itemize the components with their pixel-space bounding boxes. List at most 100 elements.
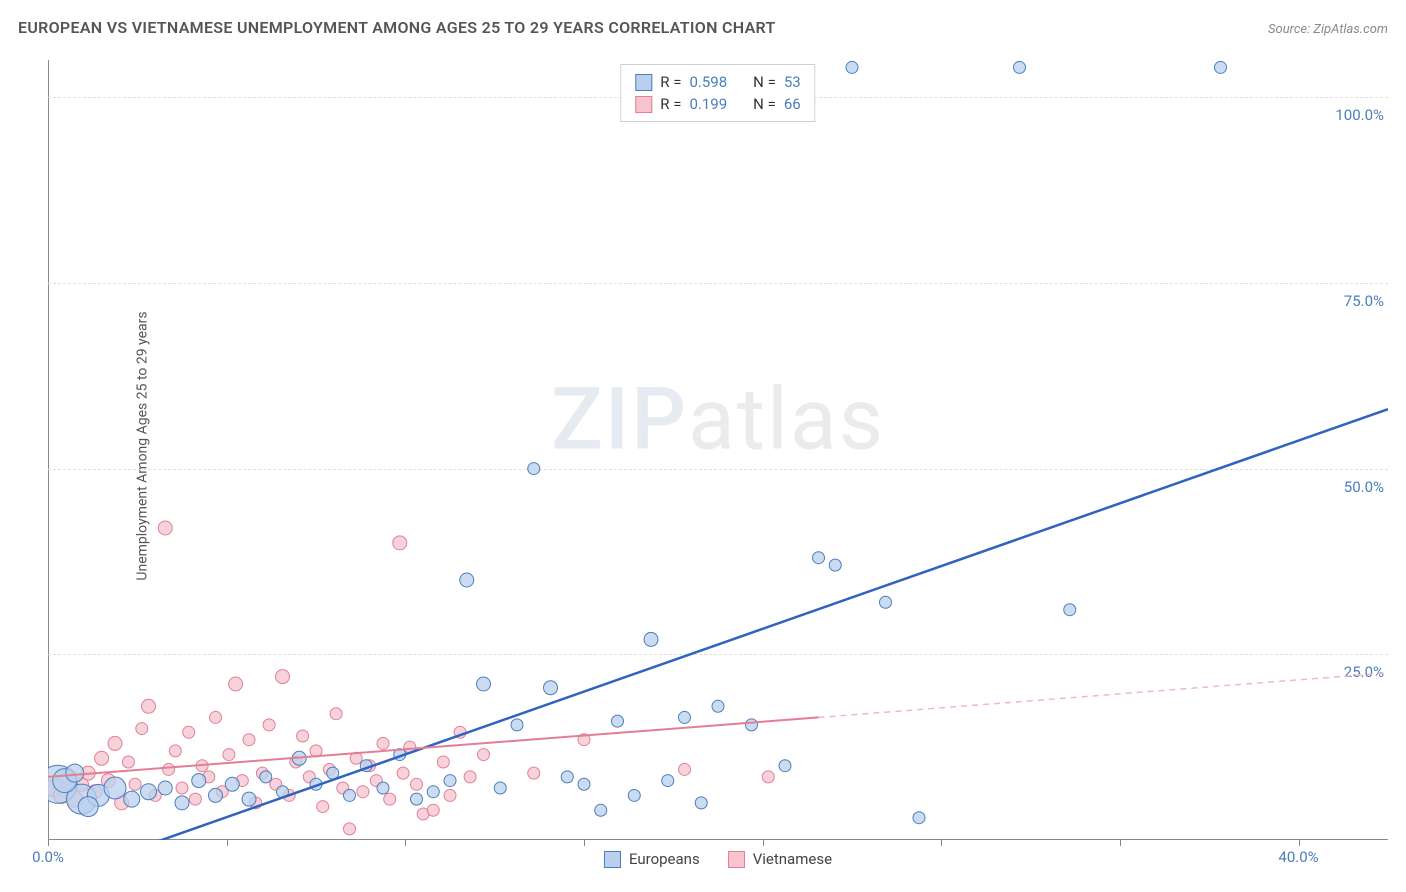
scatter-point	[511, 719, 523, 731]
legend-eur-N: 53	[784, 73, 801, 91]
scatter-point	[846, 61, 858, 73]
scatter-point	[158, 781, 172, 795]
swatch-europeans	[635, 74, 652, 91]
scatter-point	[746, 719, 758, 731]
scatter-point	[578, 778, 590, 790]
scatter-point	[427, 786, 439, 798]
scatter-point	[136, 723, 148, 735]
scatter-point	[695, 797, 707, 809]
scatter-point	[528, 463, 540, 475]
scatter-point	[679, 763, 691, 775]
scatter-point	[377, 737, 389, 749]
scatter-point	[494, 782, 506, 794]
scatter-point	[158, 521, 172, 535]
scatter-point	[129, 778, 141, 790]
legend-item-vietnamese: Vietnamese	[728, 850, 832, 868]
scatter-point	[66, 764, 84, 782]
legend-viet-R: 0.199	[689, 95, 727, 113]
legend-R-label: R =	[660, 73, 681, 91]
scatter-point	[829, 559, 841, 571]
scatter-point	[242, 792, 256, 806]
scatter-point	[478, 749, 490, 761]
scatter-point	[223, 749, 235, 761]
scatter-point	[411, 778, 423, 790]
scatter-point	[183, 726, 195, 738]
scatter-point	[712, 700, 724, 712]
x-tick	[763, 840, 764, 846]
scatter-point	[411, 793, 423, 805]
scatter-point	[297, 730, 309, 742]
scatter-point	[561, 771, 573, 783]
x-tick	[405, 840, 406, 846]
swatch-vietnamese	[728, 851, 745, 868]
scatter-point	[330, 708, 342, 720]
scatter-plot: ZIPatlas R = 0.598 N = 53 R = 0.199 N = …	[48, 60, 1388, 840]
x-tick	[227, 840, 228, 846]
scatter-point	[317, 801, 329, 813]
scatter-point	[210, 711, 222, 723]
scatter-point	[628, 789, 640, 801]
scatter-point	[192, 774, 206, 788]
scatter-point	[779, 760, 791, 772]
scatter-point	[163, 763, 175, 775]
scatter-point	[344, 789, 356, 801]
scatter-point	[460, 573, 474, 587]
scatter-point	[1014, 61, 1026, 73]
scatter-point	[397, 767, 409, 779]
chart-title: EUROPEAN VS VIETNAMESE UNEMPLOYMENT AMON…	[18, 18, 776, 37]
scatter-point	[679, 711, 691, 723]
scatter-point	[612, 715, 624, 727]
scatter-point	[427, 804, 439, 816]
legend-R-label: R =	[660, 95, 681, 113]
trend-line	[98, 409, 1388, 840]
scatter-point	[1215, 61, 1227, 73]
scatter-point	[209, 788, 223, 802]
scatter-point	[464, 771, 476, 783]
trend-line	[48, 717, 819, 776]
scatter-point	[813, 552, 825, 564]
scatter-point	[437, 756, 449, 768]
x-tick-label: 40.0%	[1278, 848, 1318, 866]
x-tick-label: 0.0%	[32, 848, 64, 866]
scatter-point	[104, 777, 126, 799]
scatter-point	[477, 677, 491, 691]
plot-svg	[48, 60, 1388, 840]
legend-stats: R = 0.598 N = 53 R = 0.199 N = 66	[620, 64, 815, 122]
scatter-point	[880, 596, 892, 608]
scatter-point	[189, 793, 201, 805]
scatter-point	[1064, 604, 1076, 616]
x-tick	[1299, 840, 1300, 846]
legend-N-label: N =	[753, 95, 776, 113]
scatter-point	[263, 719, 275, 731]
scatter-point	[276, 670, 290, 684]
x-tick	[1120, 840, 1121, 846]
scatter-point	[595, 804, 607, 816]
scatter-point	[141, 784, 157, 800]
x-tick	[584, 840, 585, 846]
legend-stats-row-europeans: R = 0.598 N = 53	[635, 71, 800, 93]
scatter-point	[384, 793, 396, 805]
scatter-point	[444, 789, 456, 801]
legend-label-vietnamese: Vietnamese	[753, 850, 832, 868]
scatter-point	[122, 756, 134, 768]
scatter-point	[78, 797, 98, 817]
scatter-point	[169, 745, 181, 757]
scatter-point	[124, 791, 140, 807]
legend-stats-row-vietnamese: R = 0.199 N = 66	[635, 93, 800, 115]
legend-item-europeans: Europeans	[604, 850, 700, 868]
scatter-point	[644, 632, 658, 646]
scatter-point	[393, 536, 407, 550]
x-tick	[48, 840, 49, 846]
legend-series: Europeans Vietnamese	[604, 850, 832, 868]
scatter-point	[357, 786, 369, 798]
scatter-point	[544, 681, 558, 695]
source-attribution: Source: ZipAtlas.com	[1268, 22, 1388, 37]
scatter-point	[229, 677, 243, 691]
scatter-point	[95, 751, 109, 765]
scatter-point	[444, 775, 456, 787]
legend-label-europeans: Europeans	[629, 850, 700, 868]
swatch-vietnamese	[635, 96, 652, 113]
trend-line	[819, 673, 1389, 718]
scatter-point	[377, 782, 389, 794]
scatter-point	[108, 736, 122, 750]
